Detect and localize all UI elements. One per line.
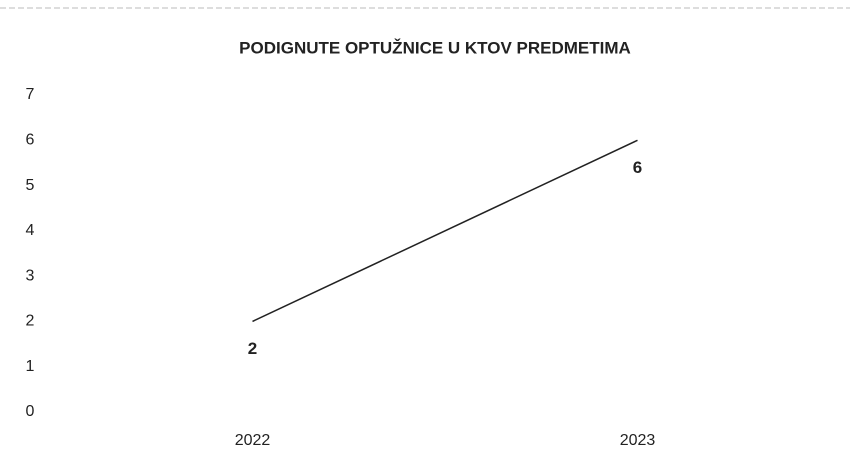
y-tick-label: 6 (26, 132, 35, 149)
y-tick-label: 0 (26, 403, 35, 420)
y-tick-label: 7 (26, 86, 35, 103)
y-tick-label: 2 (26, 313, 35, 330)
data-label: 6 (633, 158, 642, 177)
data-line (252, 139, 638, 323)
x-tick-label: 2022 (235, 432, 271, 449)
y-tick-label: 4 (26, 222, 35, 239)
x-tick-label: 2023 (620, 432, 656, 449)
y-tick-label: 5 (26, 177, 35, 194)
y-tick-label: 3 (26, 267, 35, 284)
data-label: 2 (248, 339, 257, 358)
y-tick-label: 1 (26, 358, 35, 375)
chart-title: PODIGNUTE OPTUŽNICE U KTOV PREDMETIMA (239, 38, 631, 57)
